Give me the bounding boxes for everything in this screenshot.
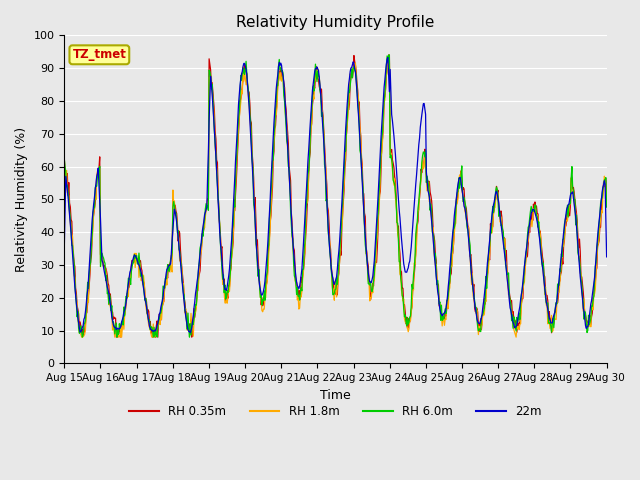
Title: Relativity Humidity Profile: Relativity Humidity Profile <box>236 15 435 30</box>
X-axis label: Time: Time <box>320 389 351 402</box>
22m <box>126 269 134 275</box>
RH 1.8m <box>385 55 392 61</box>
RH 1.8m <box>78 334 86 340</box>
RH 0.35m <box>419 163 426 169</box>
RH 1.8m <box>419 157 426 163</box>
22m <box>603 254 611 260</box>
RH 6.0m <box>79 334 86 340</box>
RH 0.35m <box>70 260 78 266</box>
RH 1.8m <box>70 273 78 278</box>
Line: 22m: 22m <box>64 58 607 333</box>
22m <box>403 269 411 275</box>
RH 6.0m <box>182 310 189 315</box>
Legend: RH 0.35m, RH 1.8m, RH 6.0m, 22m: RH 0.35m, RH 1.8m, RH 6.0m, 22m <box>124 401 547 423</box>
Line: RH 6.0m: RH 6.0m <box>64 55 607 337</box>
22m <box>186 330 194 336</box>
RH 1.8m <box>182 306 189 312</box>
RH 0.35m <box>127 271 134 276</box>
Line: RH 0.35m: RH 0.35m <box>64 55 607 337</box>
RH 6.0m <box>211 128 218 134</box>
RH 1.8m <box>60 169 68 175</box>
Text: TZ_tmet: TZ_tmet <box>72 48 126 61</box>
RH 6.0m <box>603 204 611 210</box>
RH 1.8m <box>403 323 411 329</box>
Line: RH 1.8m: RH 1.8m <box>64 58 607 337</box>
22m <box>60 246 68 252</box>
22m <box>181 307 189 313</box>
RH 1.8m <box>211 124 218 130</box>
RH 6.0m <box>419 153 426 158</box>
RH 0.35m <box>211 108 218 114</box>
RH 0.35m <box>60 156 68 161</box>
RH 6.0m <box>70 260 78 266</box>
22m <box>70 274 78 279</box>
RH 6.0m <box>385 52 392 58</box>
RH 0.35m <box>385 52 392 58</box>
RH 0.35m <box>182 309 189 315</box>
RH 0.35m <box>113 334 120 340</box>
22m <box>419 107 426 112</box>
RH 1.8m <box>603 200 611 205</box>
22m <box>384 55 392 60</box>
RH 0.35m <box>603 197 611 203</box>
RH 0.35m <box>403 314 411 320</box>
22m <box>211 128 218 133</box>
RH 1.8m <box>127 275 134 281</box>
RH 6.0m <box>403 323 411 329</box>
RH 6.0m <box>60 156 68 161</box>
RH 6.0m <box>127 282 134 288</box>
Y-axis label: Relativity Humidity (%): Relativity Humidity (%) <box>15 127 28 272</box>
